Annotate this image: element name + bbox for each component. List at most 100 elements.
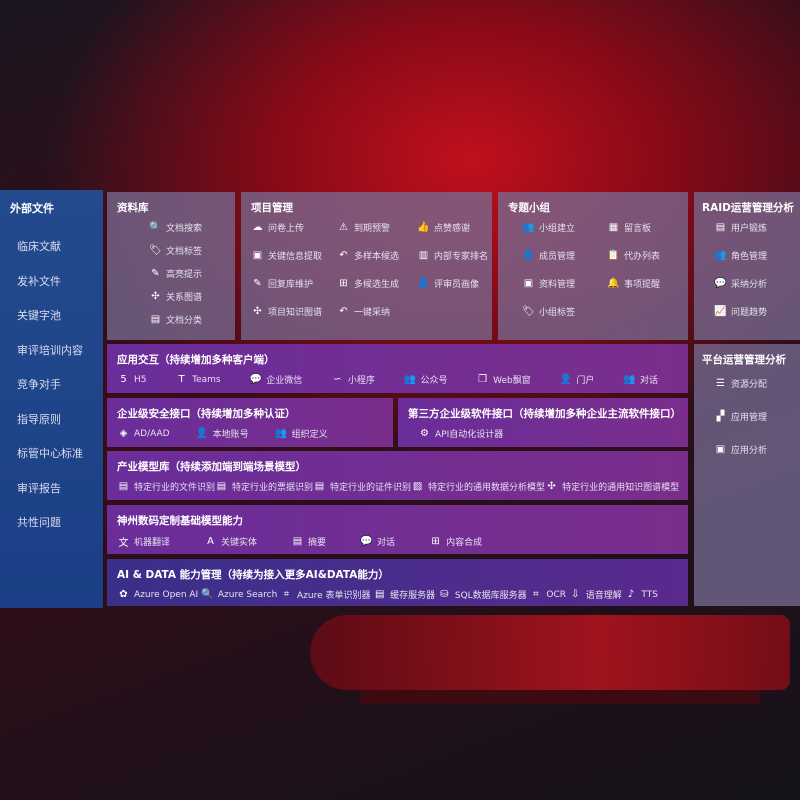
diamond-icon: ◈ xyxy=(119,428,128,439)
base-model-item[interactable]: ▤ 摘要 xyxy=(291,534,326,549)
library-item[interactable]: ✣ 关系图谱 xyxy=(149,290,225,303)
project-item[interactable]: ▣ 关键信息提取 xyxy=(251,249,337,262)
ai-data-item[interactable]: ⌗ Azure 表单识别器 xyxy=(280,588,371,601)
project-item[interactable]: ✎ 回复库维护 xyxy=(251,277,337,290)
project-item[interactable]: ↶ 多样本候选 xyxy=(337,249,417,262)
item-label: 本地账号 xyxy=(212,430,249,440)
portal-icon: 👤 xyxy=(559,374,573,385)
item-label: 门户 xyxy=(576,376,595,386)
tag-icon: 🏷 xyxy=(522,306,535,317)
app-interaction-item[interactable]: 👥 公众号 xyxy=(403,373,448,386)
project-item[interactable]: ↶ 一键采纳 xyxy=(337,305,417,318)
project-item[interactable]: ☁ 问卷上传 xyxy=(251,221,337,234)
sidebar-item[interactable]: 标管中心标准 xyxy=(17,447,83,460)
library-item[interactable]: ✎ 高亮提示 xyxy=(149,267,225,280)
group-item[interactable]: ▣ 资料管理 xyxy=(522,277,607,290)
group-item[interactable]: 👥 小组建立 xyxy=(522,221,607,234)
platform-item[interactable]: ▣ 应用分析 xyxy=(714,443,790,456)
sidebar-item[interactable]: 审评培训内容 xyxy=(17,343,83,357)
id-card-icon: ▤ xyxy=(715,222,726,233)
industry-item[interactable]: ▤ 特定行业的文件识别 xyxy=(117,480,215,493)
library-item[interactable]: 🏷 文档标签 xyxy=(149,244,225,257)
item-label: 摘要 xyxy=(308,538,327,548)
library-item[interactable]: ▤ 文档分类 xyxy=(149,313,225,326)
sidebar-item[interactable]: 临床文献 xyxy=(17,240,61,253)
app-interaction-item[interactable]: T Teams xyxy=(175,373,221,386)
base-model-item[interactable]: 文机器翻译 xyxy=(117,534,171,549)
raid-item[interactable]: ▤ 用户锻炼 xyxy=(714,221,790,234)
sidebar-item[interactable]: 关键字池 xyxy=(17,309,61,322)
ai-data-item[interactable]: ⛁ SQL数据库服务器 xyxy=(438,588,527,601)
teams-icon: T xyxy=(178,374,185,385)
item-label: 内容合成 xyxy=(446,538,483,548)
database-icon: ⛁ xyxy=(440,589,449,600)
item-label: H5 xyxy=(134,374,147,385)
trend-icon: 📈 xyxy=(714,306,727,317)
group-item[interactable]: 📋 代办列表 xyxy=(607,249,687,262)
sidebar-item[interactable]: 指导原则 xyxy=(17,412,61,426)
app-interaction-item[interactable]: 💬 企业微信 xyxy=(249,373,302,386)
entity-icon: A xyxy=(207,536,214,547)
library-item[interactable]: 🔍 文档搜索 xyxy=(149,221,225,234)
project-item[interactable]: 👍 点赞感谢 xyxy=(417,221,497,234)
users-icon: 👥 xyxy=(403,374,417,385)
item-label: 资源分配 xyxy=(731,380,768,390)
ai-data-item[interactable]: ⌗ OCR xyxy=(529,588,566,601)
third-party-item[interactable]: ⚙ API自动化设计器 xyxy=(418,427,503,440)
security-item[interactable]: ◈ AD/AAD xyxy=(117,427,170,440)
clipboard-icon: 📋 xyxy=(607,250,620,261)
app-interaction-item[interactable]: ❐ Web飘窗 xyxy=(476,373,531,386)
cache-icon: ▤ xyxy=(374,589,385,600)
app-interaction-item[interactable]: 👥 对话 xyxy=(623,373,658,386)
project-item[interactable]: ⊞ 多候选生成 xyxy=(337,277,417,290)
group-icon: 👥 xyxy=(522,222,535,233)
security-item[interactable]: 👥 组织定义 xyxy=(275,427,328,440)
industry-item[interactable]: ✣ 特定行业的通用知识图谱模型 xyxy=(545,480,679,493)
project-item[interactable]: ✣ 项目知识图谱 xyxy=(251,305,337,318)
ai-data-item[interactable]: ▤ 缓存服务器 xyxy=(373,588,435,601)
group-item[interactable]: 🔔 事项提醒 xyxy=(607,277,687,290)
item-label: 语音理解 xyxy=(585,591,622,601)
group-item[interactable]: 👤 成员管理 xyxy=(522,249,607,262)
base-model-item[interactable]: ⊞ 内容合成 xyxy=(429,534,482,549)
speech-icon: ⇩ xyxy=(570,589,580,600)
industry-item[interactable]: ▨ 特定行业的通用数据分析模型 xyxy=(411,480,545,493)
sidebar-item[interactable]: 发补文件 xyxy=(17,274,61,288)
raid-item[interactable]: 📈 问题趋势 xyxy=(714,305,790,318)
item-label: 关键信息提取 xyxy=(268,252,323,262)
group-item[interactable]: 🏷 小组标签 xyxy=(522,305,607,318)
ai-data-item[interactable]: ✿ Azure Open AI xyxy=(117,588,198,601)
panel-title: 专题小组 xyxy=(508,202,550,214)
search-doc-icon: 🔍 xyxy=(201,589,214,600)
raid-item[interactable]: 👥 角色管理 xyxy=(714,249,790,262)
security-item[interactable]: 👤 本地账号 xyxy=(196,427,249,440)
app-interaction-item[interactable]: 👤 门户 xyxy=(559,373,595,386)
item-label: 评审员画像 xyxy=(434,280,480,290)
group-item[interactable]: ▦ 留言板 xyxy=(607,221,687,234)
item-label: 点赞感谢 xyxy=(434,224,471,234)
project-item[interactable]: 👤 评审员画像 xyxy=(417,277,497,290)
chart-icon: ▨ xyxy=(412,481,423,492)
sidebar-item[interactable]: 共性问题 xyxy=(17,516,61,529)
base-model-item[interactable]: 💬 对话 xyxy=(360,534,395,549)
base-model-item[interactable]: A 关键实体 xyxy=(204,534,257,549)
raid-item[interactable]: 💬 采纳分析 xyxy=(714,277,790,290)
ai-data-item[interactable]: 🔍 Azure Search xyxy=(201,588,277,601)
user-icon: 👤 xyxy=(417,278,430,289)
industry-item[interactable]: ▤ 特定行业的证件识别 xyxy=(313,480,411,493)
platform-item[interactable]: ☰ 资源分配 xyxy=(714,377,790,390)
ai-data-item[interactable]: ♪ TTS xyxy=(624,588,658,601)
sidebar-item[interactable]: 竞争对手 xyxy=(17,378,61,391)
project-item[interactable]: ▥ 内部专家排名 xyxy=(417,249,497,262)
item-label: TTS xyxy=(641,589,658,600)
project-item[interactable]: ⚠ 到期预警 xyxy=(337,221,417,234)
document-stack-icon: ▤ xyxy=(150,314,161,325)
ai-data-item[interactable]: ⇩ 语音理解 xyxy=(569,588,622,601)
industry-item[interactable]: ▤ 特定行业的票据识别 xyxy=(215,480,313,493)
sidebar-item[interactable]: 审评报告 xyxy=(17,481,61,495)
app-interaction-item[interactable]: 5 H5 xyxy=(117,373,147,386)
app-interaction-item[interactable]: ∽ 小程序 xyxy=(331,373,375,386)
id-card-icon: ▤ xyxy=(314,481,325,492)
platform-item[interactable]: ▞ 应用管理 xyxy=(714,410,790,423)
item-label: 成员管理 xyxy=(539,252,576,262)
